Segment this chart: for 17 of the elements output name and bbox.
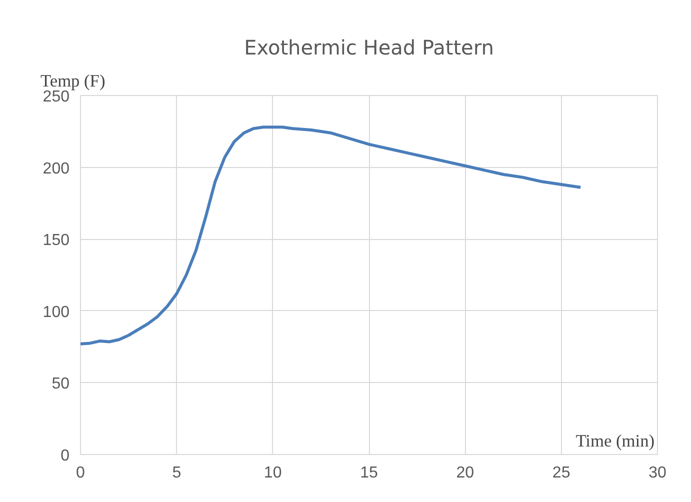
x-axis-title: Time (min) <box>576 432 655 450</box>
y-tick-label: 150 <box>42 232 70 250</box>
x-tick-label: 30 <box>648 464 666 482</box>
x-tick-label: 25 <box>552 464 570 482</box>
y-tick-label: 0 <box>60 448 70 464</box>
y-axis-title: Temp (F) <box>40 72 106 90</box>
x-tick-label: 20 <box>456 464 474 482</box>
y-tick-label: 50 <box>52 376 70 393</box>
y-tick-label: 200 <box>42 160 70 178</box>
chart-title: Exothermic Head Pattern <box>244 36 494 60</box>
line-series <box>80 126 582 346</box>
x-tick-label: 5 <box>172 464 182 482</box>
x-tick-label: 0 <box>76 464 86 482</box>
x-tick-label: 15 <box>360 464 378 482</box>
x-tick-label: 10 <box>264 464 282 482</box>
y-tick-label: 250 <box>42 88 70 106</box>
y-tick-label: 100 <box>42 304 70 321</box>
